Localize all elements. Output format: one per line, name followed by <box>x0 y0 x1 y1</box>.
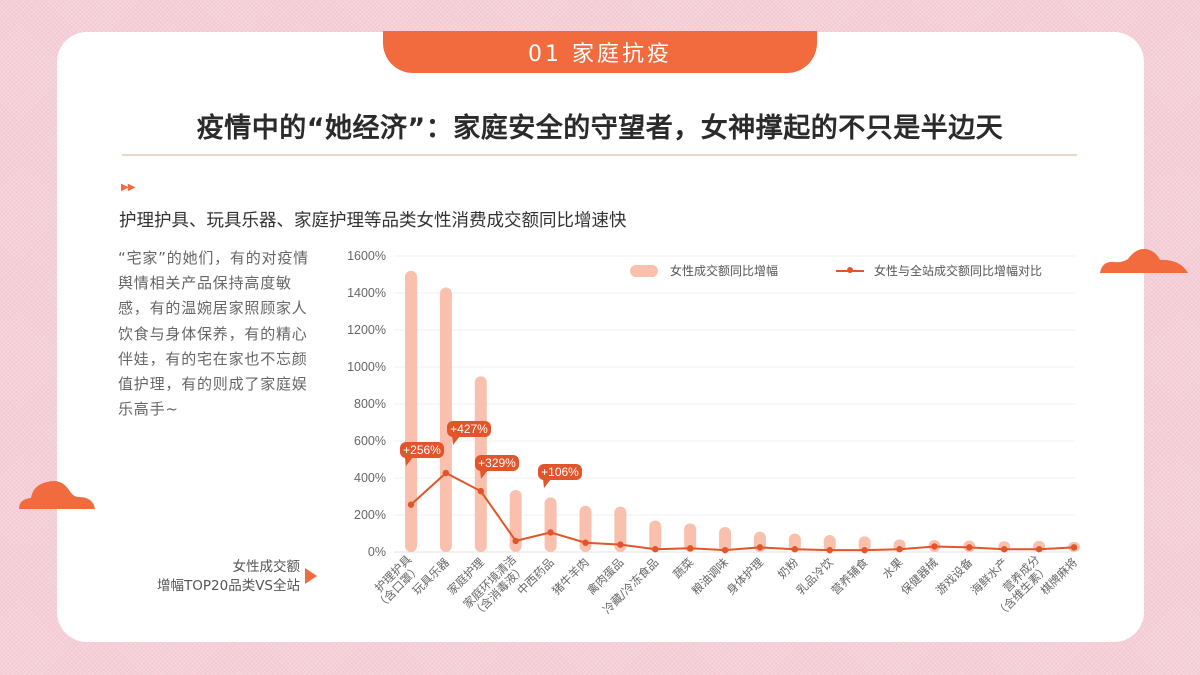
y-tick-label: 800% <box>354 397 386 411</box>
line-point[interactable] <box>931 543 938 550</box>
line-point[interactable] <box>756 544 764 551</box>
line-point[interactable] <box>477 487 484 495</box>
svg-text:猪牛羊肉: 猪牛羊肉 <box>549 555 591 597</box>
svg-text:水果: 水果 <box>879 555 906 582</box>
annotation-label: +427% <box>450 422 488 436</box>
bar[interactable] <box>405 270 417 552</box>
description-text: “宅家”的她们，有的对疫情舆情相关产品保持高度敏感，有的温婉居家照顾家人饮食与身… <box>118 249 309 419</box>
line-point[interactable] <box>1070 544 1078 551</box>
bar[interactable] <box>684 523 697 552</box>
bar[interactable] <box>858 536 871 552</box>
line-point[interactable] <box>826 546 833 554</box>
y-tick-label: 0% <box>368 545 386 559</box>
x-tick-label: 身体护理 <box>724 555 767 598</box>
bar[interactable] <box>719 527 732 552</box>
y-tick-label: 400% <box>354 471 386 485</box>
line-point[interactable] <box>791 546 799 553</box>
double-arrow-icon: ▶▶ <box>121 182 135 193</box>
bar[interactable] <box>649 520 662 552</box>
legend-line-label: 女性与全站成交额同比增幅对比 <box>874 264 1043 278</box>
line-point[interactable] <box>861 546 868 554</box>
bar[interactable] <box>544 497 557 552</box>
legend-item-line: 女性与全站成交额同比增幅对比 <box>836 262 1042 279</box>
svg-text:营养辅食: 营养辅食 <box>828 555 871 598</box>
chart-subtitle: 护理护具、玩具乐器、家庭护理等品类女性消费成交额同比增速快 <box>119 211 627 231</box>
callout-pointer-icon <box>452 436 460 445</box>
x-tick-label: 粮油调味 <box>689 555 732 598</box>
title-divider <box>122 154 1077 156</box>
svg-text:身体护理: 身体护理 <box>724 555 767 598</box>
y-tick-label: 1000% <box>347 360 386 374</box>
y-tick-label: 1200% <box>347 323 386 337</box>
x-tick-label: 海鲜水产 <box>968 555 1010 597</box>
line-point[interactable] <box>442 469 450 477</box>
chart-caption: 女性成交额 增幅TOP20品类VS全站 <box>110 558 300 596</box>
line-point[interactable] <box>582 539 589 546</box>
comparison-line <box>410 471 1075 552</box>
line-point[interactable] <box>896 546 903 553</box>
chart-caption-line1: 女性成交额 <box>232 559 301 575</box>
annotation-label: +106% <box>541 465 579 479</box>
x-tick-label: 水果 <box>879 555 906 582</box>
annotation-label: +256% <box>403 443 441 457</box>
cloud-left-icon <box>19 481 95 509</box>
y-tick-label: 1400% <box>347 286 386 300</box>
svg-text:蔬菜: 蔬菜 <box>670 555 697 582</box>
callout-pointer-icon <box>405 457 413 466</box>
x-tick-label: 奶粉 <box>775 555 802 582</box>
svg-text:奶粉: 奶粉 <box>775 555 802 582</box>
x-tick-label: 蔬菜 <box>670 555 697 582</box>
line-point[interactable] <box>652 546 659 553</box>
line-point[interactable] <box>512 537 519 545</box>
callout-pointer-icon <box>480 470 488 479</box>
bar[interactable] <box>823 534 836 552</box>
y-tick-label: 1600% <box>347 249 386 263</box>
x-tick-label: 猪牛羊肉 <box>549 555 591 597</box>
annotation-callout <box>447 421 491 437</box>
legend-line-swatch-icon <box>836 266 864 273</box>
legend-item-bar: 女性成交额同比增幅 <box>630 262 778 279</box>
svg-text:海鲜水产: 海鲜水产 <box>968 555 1010 597</box>
legend-bar-label: 女性成交额同比增幅 <box>670 264 779 278</box>
caption-arrow-icon <box>305 568 317 584</box>
svg-text:粮油调味: 粮油调味 <box>689 555 732 598</box>
bar[interactable] <box>788 533 801 553</box>
chart-caption-line2: 增幅TOP20品类VS全站 <box>157 578 300 594</box>
page-title: 疫情中的“她经济”：家庭安全的守望者，女神撑起的不只是半边天 <box>196 113 1004 144</box>
line-point[interactable] <box>407 501 415 508</box>
line-point[interactable] <box>547 529 554 536</box>
y-tick-label: 200% <box>354 508 386 522</box>
annotation-label: +329% <box>478 456 516 470</box>
callout-pointer-icon <box>543 479 551 488</box>
annotation-callout <box>400 442 444 458</box>
x-tick-label: 乳品冷饮 <box>793 555 836 598</box>
svg-text:保健器械: 保健器械 <box>898 555 941 598</box>
line-point[interactable] <box>686 545 694 552</box>
cloud-right-icon <box>1100 248 1188 273</box>
svg-text:游戏设备: 游戏设备 <box>933 555 976 598</box>
x-tick-label: 保健器械 <box>898 555 941 598</box>
annotation-callout <box>538 464 582 480</box>
line-point[interactable] <box>966 544 973 551</box>
bar[interactable] <box>579 505 592 552</box>
section-tab[interactable]: 01 家庭抗疫 <box>383 31 817 73</box>
line-point[interactable] <box>1035 546 1043 553</box>
annotation-callout <box>475 455 519 471</box>
x-tick-label: 营养辅食 <box>828 555 871 598</box>
line-point[interactable] <box>617 541 624 548</box>
bar[interactable] <box>439 287 452 552</box>
bar[interactable] <box>614 506 627 552</box>
y-tick-label: 600% <box>354 434 386 448</box>
line-point[interactable] <box>1001 546 1008 553</box>
line-point[interactable] <box>721 546 729 554</box>
legend-bar-swatch-icon <box>630 264 658 277</box>
content-card <box>57 32 1144 642</box>
x-tick-label: 游戏设备 <box>933 555 976 598</box>
svg-text:乳品冷饮: 乳品冷饮 <box>793 555 836 598</box>
